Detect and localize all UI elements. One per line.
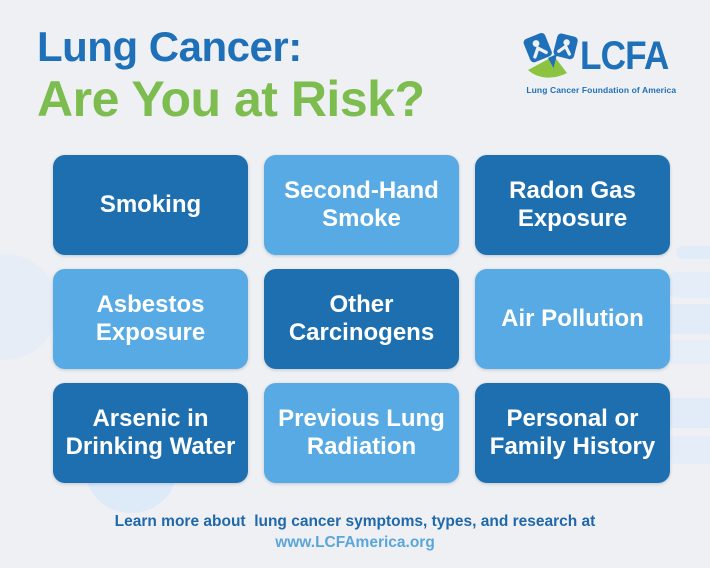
page-title-line2: Are You at Risk? [37, 70, 425, 127]
risk-tile-arsenic-in-drinking-water: Arsenic in Drinking Water [53, 383, 248, 483]
page-title: Lung Cancer: Are You at Risk? [37, 22, 425, 127]
footer-website-link[interactable]: www.LCFAmerica.org [275, 533, 435, 551]
risk-tile-air-pollution: Air Pollution [475, 269, 670, 369]
background-stripe-4 [668, 340, 710, 364]
risk-tile-label: Radon Gas Exposure [509, 176, 636, 232]
risk-tile-second-hand-smoke: Second-Hand Smoke [264, 155, 459, 255]
risk-tile-label: Previous Lung Radiation [278, 404, 445, 460]
background-stripe-5 [664, 398, 710, 428]
page-title-line1: Lung Cancer: [37, 23, 302, 70]
background-stripe-6 [668, 436, 710, 464]
footer-text: Learn more about lung cancer symptoms, t… [114, 513, 596, 530]
risk-tile-previous-lung-radiation: Previous Lung Radiation [264, 383, 459, 483]
risk-tile-label: Personal or Family History [489, 404, 656, 460]
risk-tile-label: Smoking [99, 190, 202, 218]
background-stripe-1 [676, 246, 710, 259]
lcfa-logo: LCFA Lung Cancer Foundation of America [523, 30, 680, 95]
risk-tile-personal-or-family-history: Personal or Family History [475, 383, 670, 483]
risk-tile-other-carcinogens: Other Carcinogens [264, 269, 459, 369]
risk-tile-smoking: Smoking [53, 155, 248, 255]
lcfa-logo-icon [523, 30, 579, 82]
background-stripe-3 [664, 304, 710, 334]
risk-tile-radon-gas-exposure: Radon Gas Exposure [475, 155, 670, 255]
risk-tile-label: Asbestos Exposure [95, 290, 206, 346]
lcfa-logo-tagline: Lung Cancer Foundation of America [526, 85, 677, 95]
risk-tile-label: Second-Hand Smoke [284, 176, 439, 232]
background-circle-left [0, 254, 58, 360]
risk-tile-label: Air Pollution [501, 304, 644, 332]
risk-tile-label: Arsenic in Drinking Water [65, 404, 236, 460]
background-stripe-2 [668, 272, 710, 298]
footer: Learn more about lung cancer symptoms, t… [0, 513, 710, 552]
lcfa-logo-acronym: LCFA [579, 34, 669, 78]
risk-grid: Smoking Second-Hand Smoke Radon Gas Exposu… [53, 155, 670, 483]
risk-tile-asbestos-exposure: Asbestos Exposure [53, 269, 248, 369]
risk-tile-label: Other Carcinogens [288, 290, 435, 346]
